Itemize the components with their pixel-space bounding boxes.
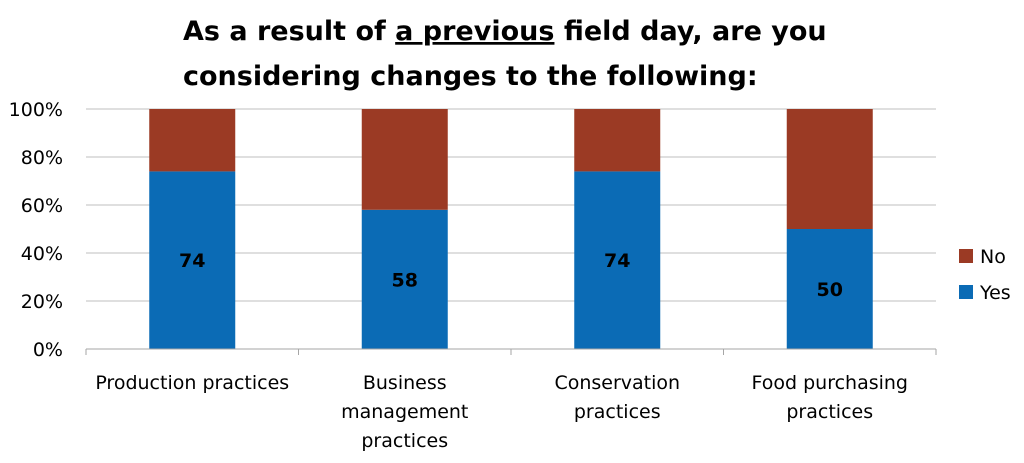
x-tick-label: Food purchasing: [751, 372, 908, 394]
legend-swatch-no: [959, 249, 973, 263]
bar-yes: [574, 171, 661, 349]
y-tick-label: 80%: [21, 147, 63, 169]
data-label: 50: [817, 279, 843, 301]
x-tick-label: practices: [361, 430, 448, 452]
y-tick-label: 40%: [21, 243, 63, 265]
bar-yes: [149, 171, 236, 349]
chart-title-line-1: As a result of a previous field day, are…: [183, 16, 827, 47]
bar-no: [574, 109, 661, 172]
bar-yes: [361, 209, 448, 349]
x-tick-label: Production practices: [95, 372, 289, 394]
y-tick-label: 20%: [21, 291, 63, 313]
x-tick-label: practices: [574, 401, 661, 423]
legend-swatch-yes: [959, 285, 973, 299]
y-tick-label: 0%: [33, 339, 63, 361]
legend-label-no: No: [980, 246, 1006, 268]
data-label: 58: [392, 269, 418, 291]
x-tick-label: practices: [786, 401, 873, 423]
axes: [85, 348, 937, 355]
legend-label-yes: Yes: [979, 282, 1011, 304]
bar-no: [786, 109, 873, 229]
x-tick-label: management: [341, 401, 468, 423]
title-underlined-phrase: a previous: [395, 16, 554, 47]
bar-no: [361, 109, 448, 210]
chart-title-line-2: considering changes to the following:: [183, 61, 758, 92]
bar-yes: [786, 229, 873, 349]
x-tick-label: Conservation: [554, 372, 680, 394]
bars: [149, 109, 873, 349]
y-tick-label: 100%: [9, 99, 63, 121]
data-label: 74: [179, 250, 205, 272]
x-tick-label: Business: [363, 372, 447, 394]
data-label: 74: [604, 250, 630, 272]
bar-no: [149, 109, 236, 172]
legend: No Yes: [959, 246, 1011, 304]
labels: 0% 20% 40% 60% 80% 100% 74 Production practices…: [9, 99, 908, 452]
y-tick-label: 60%: [21, 195, 63, 217]
